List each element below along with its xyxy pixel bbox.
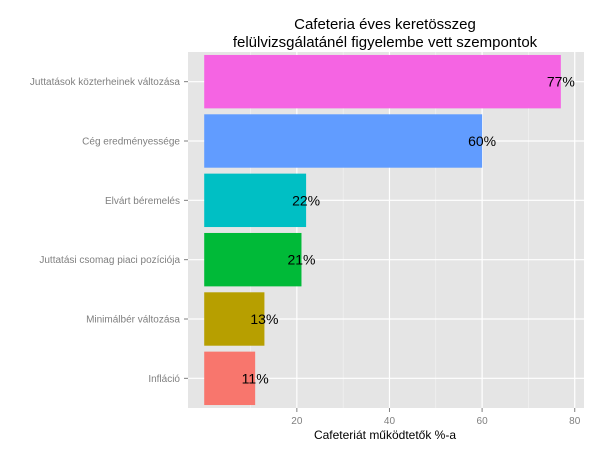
plot-panel [188,52,584,408]
bar [204,54,561,109]
data-labels: 77% 60% 22% 21% 13% 11% [242,74,575,387]
chart-title-line-1: Cafeteria éves keretösszeg [294,16,476,33]
category-label: Elvárt béremelés [105,196,180,207]
data-label: 77% [547,74,575,90]
x-axis: 20 40 60 80 [291,408,581,427]
data-label: 13% [250,311,278,327]
bar [204,114,483,168]
chart-title-line-2: felülvizsgálatánél figyelembe vett szemp… [233,34,538,51]
category-label: Juttatási csomag piaci pozíciója [39,255,180,266]
category-label: Minimálbér változása [86,315,180,326]
category-label: Infláció [148,374,180,385]
category-label: Juttatások közterheinek változása [30,77,181,88]
x-tick-label: 40 [384,416,396,427]
bar [204,173,307,228]
x-axis-title: Cafeteriát működtetők %-a [314,428,456,442]
category-label: Cég eredményessége [82,137,180,148]
bars [204,54,561,406]
data-label: 60% [468,133,496,149]
x-tick-label: 80 [569,416,581,427]
bar [204,232,302,287]
x-tick-label: 60 [477,416,489,427]
bar [204,351,256,406]
x-tick-label: 20 [291,416,303,427]
bar [204,292,265,346]
category-axis: Juttatások közterheinek változása Cég ere… [30,77,188,385]
data-label: 22% [292,192,320,208]
data-label: 11% [242,370,269,386]
data-label: 21% [287,252,315,268]
